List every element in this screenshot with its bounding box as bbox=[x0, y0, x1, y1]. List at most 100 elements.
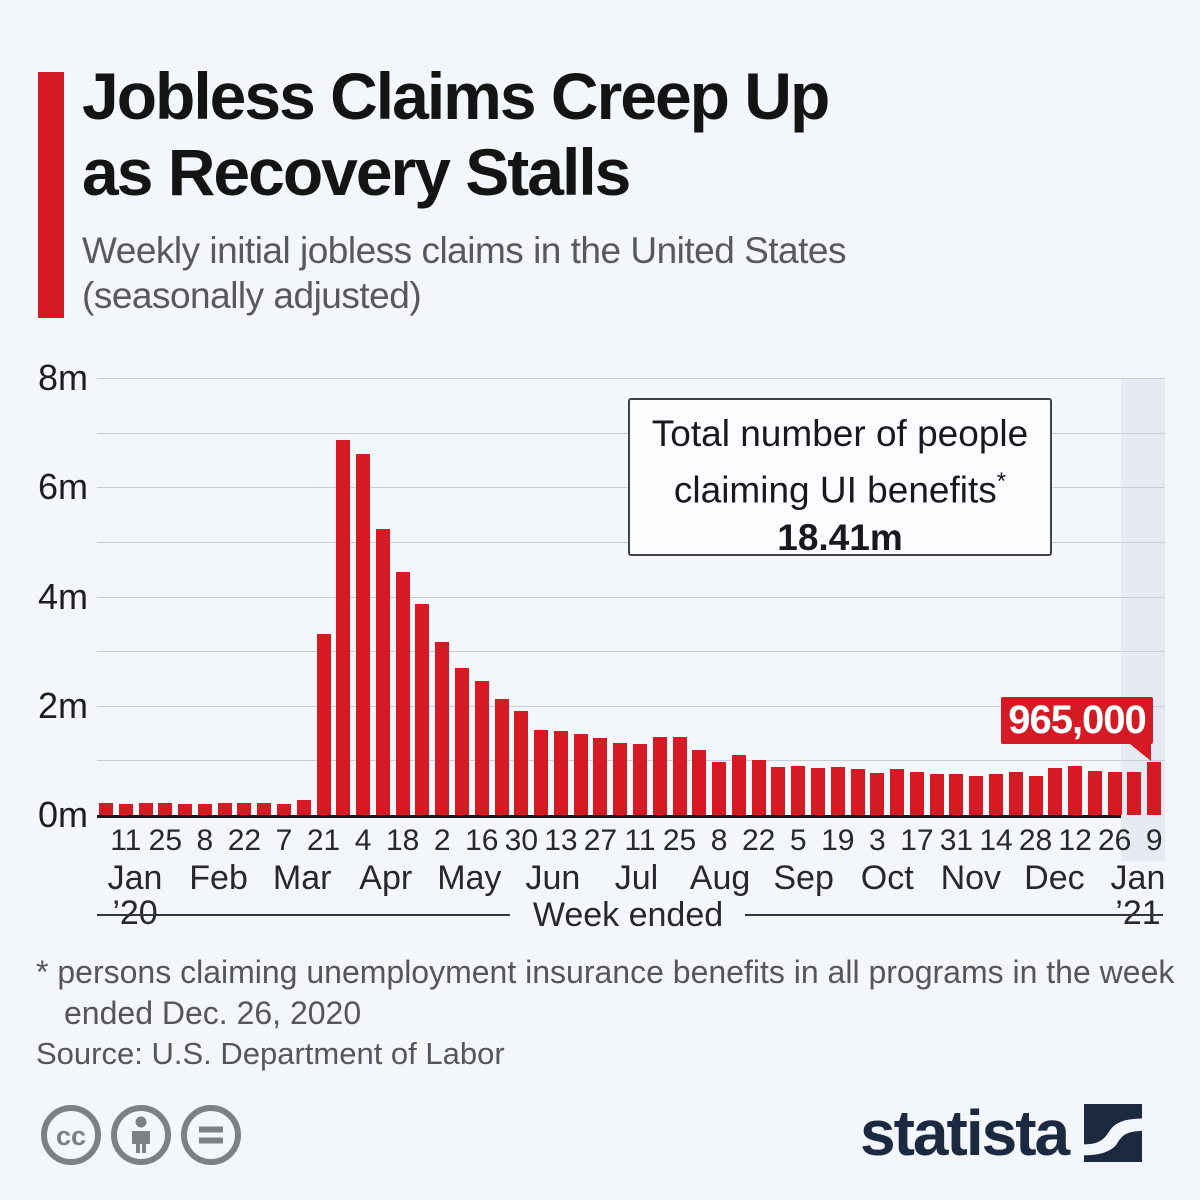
bar-week-14 bbox=[356, 453, 371, 815]
x-tick-label: 21 bbox=[306, 824, 341, 857]
x-tick-label: 25 bbox=[662, 824, 697, 857]
svg-text:cc: cc bbox=[56, 1121, 86, 1151]
bar-week-7 bbox=[217, 803, 232, 815]
x-tick-label: 17 bbox=[900, 824, 934, 857]
bar-week-39 bbox=[850, 768, 865, 815]
bar-week-37 bbox=[811, 767, 825, 815]
source-line: Source: U.S. Department of Labor bbox=[36, 1036, 505, 1071]
bar-week-48 bbox=[1028, 775, 1043, 815]
bar-week-17 bbox=[415, 603, 430, 815]
bar-week-2 bbox=[118, 803, 133, 815]
x-tick-label: 27 bbox=[583, 824, 618, 857]
license-icons: cc bbox=[40, 1104, 242, 1166]
bar-week-23 bbox=[534, 729, 549, 815]
bar-week-25 bbox=[573, 734, 588, 815]
bar-week-1 bbox=[99, 803, 113, 815]
bar-week-24 bbox=[553, 730, 568, 815]
x-tick-label: 4 bbox=[354, 824, 372, 857]
x-month-label: Nov bbox=[940, 859, 1002, 897]
x-tick-label: 31 bbox=[939, 824, 974, 857]
equals-icon bbox=[181, 1105, 241, 1165]
x-month-label: Mar bbox=[272, 859, 332, 897]
annotation-box: Total number of people claiming UI benef… bbox=[628, 398, 1052, 558]
y-axis-label: 8m bbox=[37, 357, 88, 398]
bar-week-49 bbox=[1048, 767, 1063, 815]
y-axis-label: 4m bbox=[37, 575, 88, 617]
x-month-label: Aug bbox=[689, 859, 751, 897]
bar-week-11 bbox=[296, 799, 311, 815]
y-axis-label: 6m bbox=[37, 466, 88, 508]
subtitle-line2: (seasonally adjusted) bbox=[82, 275, 422, 316]
x-month-label: Feb bbox=[189, 859, 248, 897]
bar-week-41 bbox=[890, 769, 905, 815]
x-axis-rule-left bbox=[97, 914, 510, 916]
x-tick-label: 3 bbox=[868, 824, 886, 857]
bar-week-27 bbox=[613, 743, 628, 815]
bar-week-40 bbox=[870, 773, 885, 815]
x-month-label: Jul bbox=[614, 859, 659, 897]
bar-week-5 bbox=[178, 804, 193, 815]
y-axis-label: 2m bbox=[37, 684, 88, 726]
bar-week-28 bbox=[633, 743, 647, 815]
bar-week-20 bbox=[474, 681, 489, 815]
footnote: * persons claiming unemployment insuranc… bbox=[36, 952, 1174, 1034]
chart-subtitle: Weekly initial jobless claims in the Uni… bbox=[82, 228, 847, 318]
x-year-label: ’20 bbox=[112, 894, 158, 932]
x-tick-label: 25 bbox=[148, 824, 183, 857]
bar-week-16 bbox=[395, 572, 410, 815]
bar-week-38 bbox=[830, 767, 845, 815]
bar-week-54 bbox=[1147, 762, 1162, 815]
annotation-line2: claiming UI benefits* bbox=[673, 468, 1007, 511]
bar-week-15 bbox=[375, 528, 390, 815]
bar-week-46 bbox=[989, 774, 1003, 815]
gridline-8m bbox=[97, 378, 1165, 379]
bar-week-44 bbox=[949, 773, 964, 815]
x-month-label: Sep bbox=[773, 859, 834, 897]
x-tick-label: 18 bbox=[385, 824, 420, 857]
x-tick-label: 11 bbox=[624, 824, 656, 857]
bar-week-32 bbox=[712, 762, 727, 815]
annotation-value: 18.41m bbox=[777, 517, 903, 559]
bar-week-33 bbox=[731, 754, 746, 815]
subtitle-line1: Weekly initial jobless claims in the Uni… bbox=[82, 230, 847, 271]
x-tick-label: 22 bbox=[227, 824, 262, 857]
bar-week-43 bbox=[929, 773, 944, 815]
title-line2: as Recovery Stalls bbox=[82, 135, 631, 209]
x-tick-label: 30 bbox=[504, 824, 539, 857]
title-accent-bar bbox=[38, 72, 64, 318]
x-year-label: ’21 bbox=[1115, 894, 1161, 932]
gridline-3m bbox=[97, 651, 1165, 653]
page-title: Jobless Claims Creep Up as Recovery Stal… bbox=[82, 58, 830, 210]
title-line1: Jobless Claims Creep Up bbox=[82, 59, 830, 133]
x-month-label: Apr bbox=[359, 859, 413, 897]
annotation-asterisk: * bbox=[996, 468, 1007, 495]
x-month-label: Jun bbox=[525, 859, 581, 897]
x-tick-label: 14 bbox=[979, 824, 1013, 857]
bar-week-30 bbox=[672, 736, 687, 815]
x-tick-label: 16 bbox=[465, 824, 499, 857]
x-month-label: Jan bbox=[1110, 859, 1166, 897]
x-axis-title: Week ended bbox=[532, 896, 724, 934]
plot-area: 11 25 8 22 7 21 4 18 2 16 30 13 27 11 25 8 22 5 19 3 17 31 14 2… bbox=[97, 378, 1165, 932]
x-tick-label: 19 bbox=[821, 824, 855, 857]
bar-week-3 bbox=[138, 803, 153, 815]
callout-pointer-triangle bbox=[1130, 744, 1151, 761]
footnote-line2: ended Dec. 26, 2020 bbox=[64, 995, 362, 1031]
x-tick-label: 11 bbox=[110, 824, 142, 857]
x-tick-label: 22 bbox=[741, 824, 776, 857]
x-tick-label: 5 bbox=[789, 824, 807, 857]
bar-week-22 bbox=[514, 711, 529, 815]
bar-week-18 bbox=[435, 641, 450, 815]
bar-week-21 bbox=[494, 699, 509, 815]
x-tick-label: 7 bbox=[275, 824, 293, 857]
x-tick-label: 9 bbox=[1145, 824, 1163, 857]
x-axis-rule-right bbox=[745, 914, 1163, 916]
statista-wordmark: statista bbox=[860, 1097, 1070, 1169]
callout-value: 965,000 bbox=[1008, 698, 1147, 742]
gridline-2m bbox=[97, 705, 1165, 707]
bar-week-34 bbox=[751, 760, 766, 815]
bar-week-9 bbox=[257, 803, 272, 815]
value-callout: 965,000 bbox=[1001, 697, 1153, 761]
bar-week-47 bbox=[1008, 772, 1023, 815]
bar-week-31 bbox=[692, 750, 707, 815]
